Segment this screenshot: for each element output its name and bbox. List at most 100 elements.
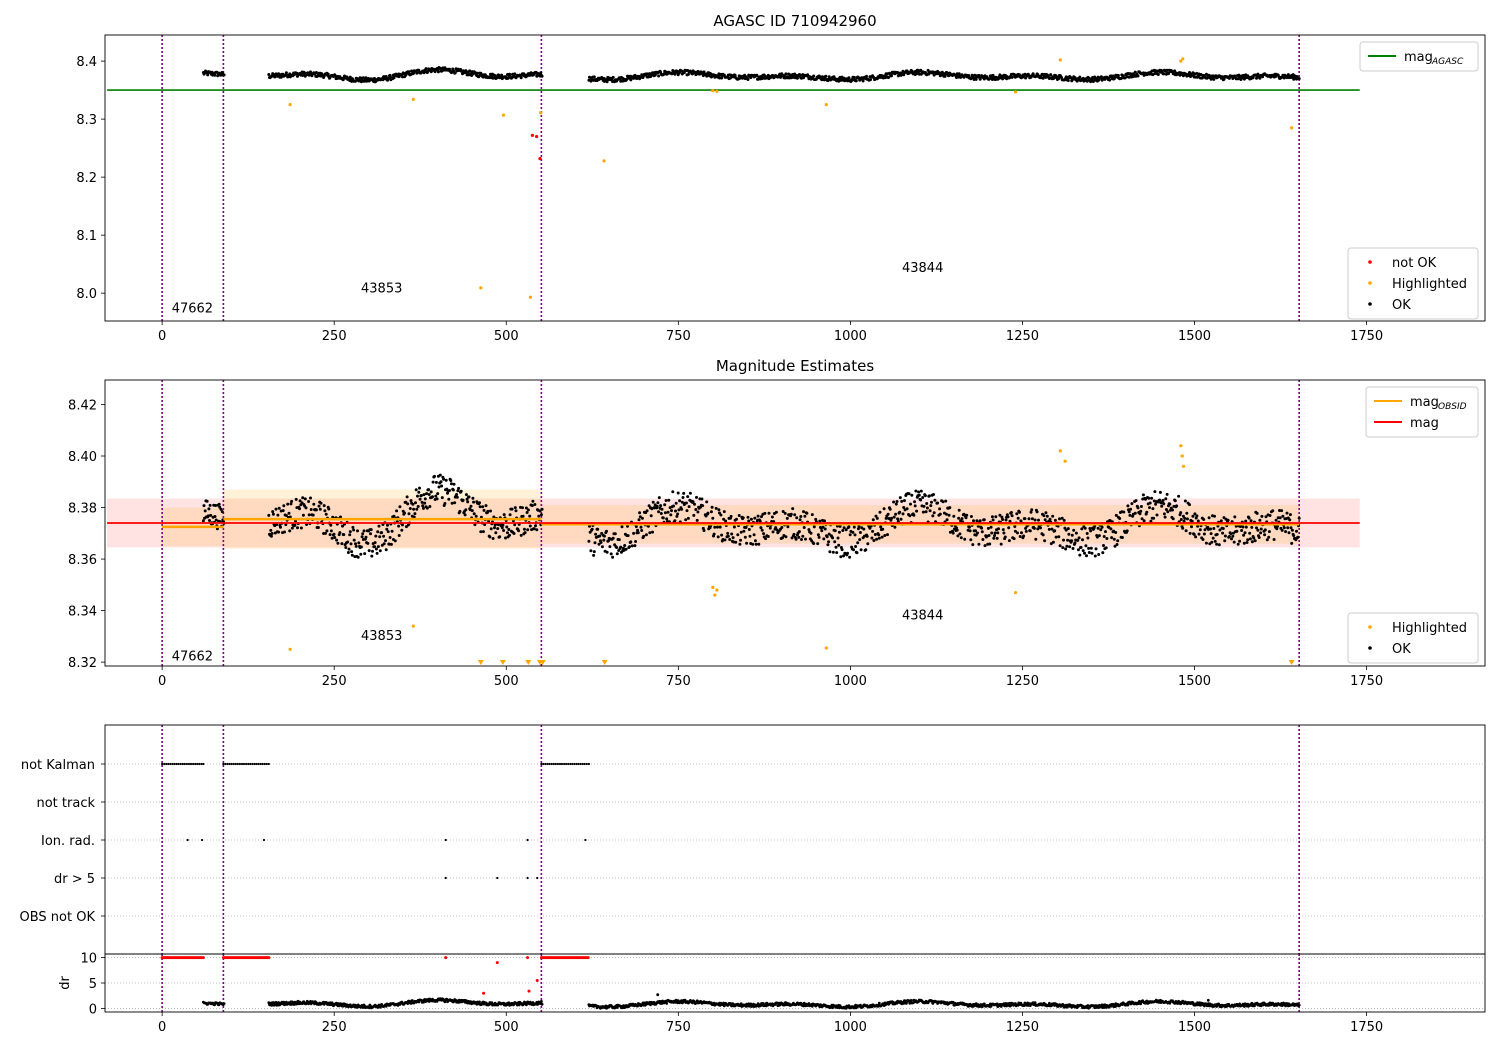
ok-point	[665, 517, 669, 521]
flag-point	[259, 762, 262, 766]
ok-point	[748, 534, 752, 538]
ok-point	[971, 543, 975, 547]
ok-point	[826, 543, 830, 547]
ok-point	[877, 536, 881, 540]
ok-point	[1089, 529, 1093, 533]
ok-point	[1289, 526, 1293, 530]
ok-point	[1061, 546, 1065, 550]
ok-point	[491, 76, 495, 80]
ok-point	[447, 497, 451, 501]
ok-point	[931, 514, 935, 518]
ok-point	[1093, 75, 1097, 79]
ok-point	[1244, 525, 1248, 529]
ok-point	[1016, 516, 1020, 520]
ok-point	[1062, 538, 1065, 542]
ok-point	[617, 538, 621, 542]
dr-not-ok-point	[586, 956, 590, 960]
ok-point	[611, 536, 615, 540]
ok-point	[812, 525, 816, 529]
ok-point	[1282, 526, 1286, 530]
ok-point	[794, 537, 798, 541]
ok-point	[978, 519, 982, 523]
dr-not-ok-point	[495, 961, 499, 965]
ok-point	[919, 498, 923, 502]
ok-point	[1108, 78, 1112, 82]
ok-point	[746, 78, 750, 81]
ok-point	[901, 512, 905, 516]
ok-point	[1171, 517, 1175, 521]
ok-point	[495, 76, 499, 80]
ok-point	[1227, 535, 1231, 538]
ok-point	[596, 527, 600, 531]
ok-point	[359, 552, 363, 556]
ok-point	[301, 513, 305, 517]
ok-point	[633, 544, 637, 548]
ok-point	[532, 527, 536, 531]
ok-point	[705, 74, 709, 78]
ok-point	[319, 501, 323, 505]
ok-point	[866, 542, 870, 546]
ok-point	[1297, 77, 1301, 81]
ok-point	[506, 531, 509, 535]
flag-point	[189, 762, 193, 766]
ok-point	[952, 514, 956, 518]
flag-point	[526, 876, 529, 880]
ok-point	[795, 76, 799, 80]
ok-point	[322, 504, 326, 508]
ok-point	[977, 73, 981, 77]
ok-point	[1183, 516, 1187, 520]
highlighted-point	[711, 89, 715, 93]
ok-point	[592, 550, 596, 554]
panel1-ytick-label: 8.42	[68, 398, 97, 413]
ok-point	[294, 497, 298, 501]
ok-point	[670, 509, 673, 513]
ok-point	[959, 536, 963, 540]
ok-point	[478, 505, 482, 509]
ok-point	[831, 536, 835, 540]
panel1-xtick-label: 0	[158, 674, 166, 689]
ok-point	[734, 540, 738, 544]
ok-point	[770, 515, 774, 519]
ok-point	[338, 531, 342, 535]
ok-point	[1051, 514, 1055, 518]
ok-point	[1221, 527, 1225, 530]
ok-point	[856, 541, 860, 545]
ok-point	[676, 491, 680, 495]
ok-point	[865, 74, 868, 78]
ok-point	[917, 493, 921, 497]
ok-point	[630, 544, 634, 548]
ok-point	[1024, 529, 1028, 533]
ok-point	[751, 542, 755, 546]
ok-point	[786, 525, 790, 529]
ok-point	[314, 508, 318, 512]
ok-point	[667, 498, 671, 502]
ok-point	[487, 519, 491, 523]
ok-point	[478, 501, 481, 505]
ok-point	[1179, 511, 1183, 515]
ok-point	[1213, 514, 1216, 518]
flag-point	[257, 762, 260, 766]
ok-point	[681, 496, 685, 499]
panel0b-legend-label: Highlighted	[1392, 277, 1467, 292]
ok-point	[500, 73, 504, 77]
ok-point	[428, 505, 432, 508]
ok-point	[982, 518, 986, 522]
ok-point	[822, 537, 826, 541]
ok-point	[494, 531, 498, 535]
ok-point	[385, 527, 389, 531]
ok-point	[449, 482, 453, 486]
ok-point	[296, 526, 299, 530]
ok-point	[201, 519, 205, 523]
ok-point	[339, 515, 342, 519]
dr-ok-point	[783, 1003, 786, 1007]
ok-point	[412, 71, 416, 75]
ok-point	[1181, 514, 1185, 518]
ok-point	[1120, 536, 1124, 539]
ok-point	[938, 512, 942, 516]
ok-point	[1008, 519, 1012, 523]
ok-point	[440, 484, 444, 488]
ok-point	[424, 67, 428, 71]
highlighted-point	[1181, 57, 1185, 61]
ok-point	[1128, 513, 1132, 517]
